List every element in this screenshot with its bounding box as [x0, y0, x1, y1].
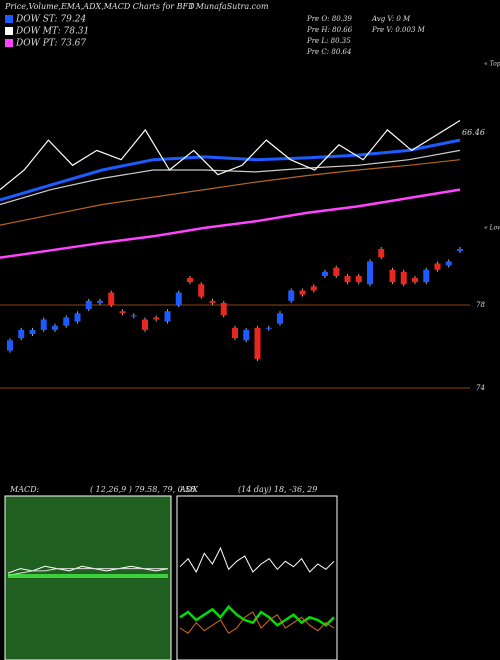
candle [333, 267, 340, 276]
candle [378, 248, 385, 258]
stat: Pre H: 80.66 [306, 26, 353, 34]
series-line [0, 149, 461, 206]
legend-swatch [5, 15, 13, 23]
tops-label: « Tops [484, 61, 500, 68]
series-line [0, 138, 461, 202]
y-tick-label: 78 [476, 301, 485, 309]
panel-subtitle: (14 day) 18, -36, 29 [238, 485, 317, 494]
candle [29, 329, 36, 335]
stat: Pre L: 80.35 [306, 37, 351, 45]
candle [277, 313, 283, 324]
legend-label: DOW ST: 79.24 [15, 15, 86, 25]
candle [108, 292, 115, 305]
stat: Pre V: 0.003 M [371, 26, 426, 34]
legend-swatch [5, 39, 13, 47]
macd-hist [8, 574, 168, 578]
annotation: 66.46 [462, 128, 485, 137]
candle [63, 317, 70, 326]
candle [119, 311, 126, 314]
candle [389, 269, 396, 283]
candle [434, 263, 441, 270]
candle [322, 271, 328, 276]
series-line [179, 611, 335, 635]
candle [220, 302, 227, 316]
legend-swatch [5, 27, 13, 35]
series-line [0, 159, 461, 226]
series-line [0, 119, 461, 191]
candle [7, 340, 13, 351]
series-line [7, 568, 168, 576]
panel-title: ADX [179, 485, 198, 494]
candle [344, 275, 351, 283]
site: I MunafaSutra.com [189, 2, 269, 11]
candle [40, 319, 47, 330]
panel-subtitle: ( 12,26,9 ) 79.58, 79, 0.58 [90, 485, 195, 494]
series-line [179, 604, 335, 627]
y-tick-label: 74 [476, 384, 485, 392]
candle [52, 325, 58, 330]
candle [367, 261, 373, 285]
candle [299, 290, 306, 295]
candle [355, 275, 362, 283]
candle [423, 269, 430, 283]
candle [288, 290, 295, 301]
candle [209, 300, 216, 303]
candle [412, 278, 418, 283]
panel-title: MACD: [9, 485, 40, 494]
candle [310, 286, 317, 291]
series-line [0, 188, 461, 259]
legend-label: DOW PT: 73.67 [15, 39, 86, 49]
candle [445, 261, 452, 266]
candle [400, 271, 407, 285]
candle [97, 300, 103, 303]
stat: Pre C: 80.64 [306, 48, 351, 56]
candle [18, 329, 25, 339]
candle [232, 327, 238, 339]
candle [164, 311, 171, 322]
stat: Pre O: 80.39 [306, 15, 352, 23]
candle [153, 317, 160, 320]
candle [130, 315, 137, 317]
candle [74, 313, 81, 322]
candle [265, 327, 272, 329]
candle [457, 248, 463, 252]
candle [254, 327, 261, 359]
candle [175, 292, 182, 305]
candle [142, 319, 148, 330]
lows-label: « Lows [484, 225, 500, 232]
legend-label: DOW MT: 78.31 [15, 27, 89, 37]
stat: Avg V: 0 M [371, 15, 411, 23]
candle [85, 300, 92, 310]
adx-panel [176, 495, 338, 660]
series-line [179, 546, 335, 574]
candle [187, 278, 193, 283]
candle [198, 284, 205, 297]
title: Price,Volume,EMA,ADX,MACD Charts for BFD [4, 2, 195, 11]
candle [243, 329, 250, 341]
